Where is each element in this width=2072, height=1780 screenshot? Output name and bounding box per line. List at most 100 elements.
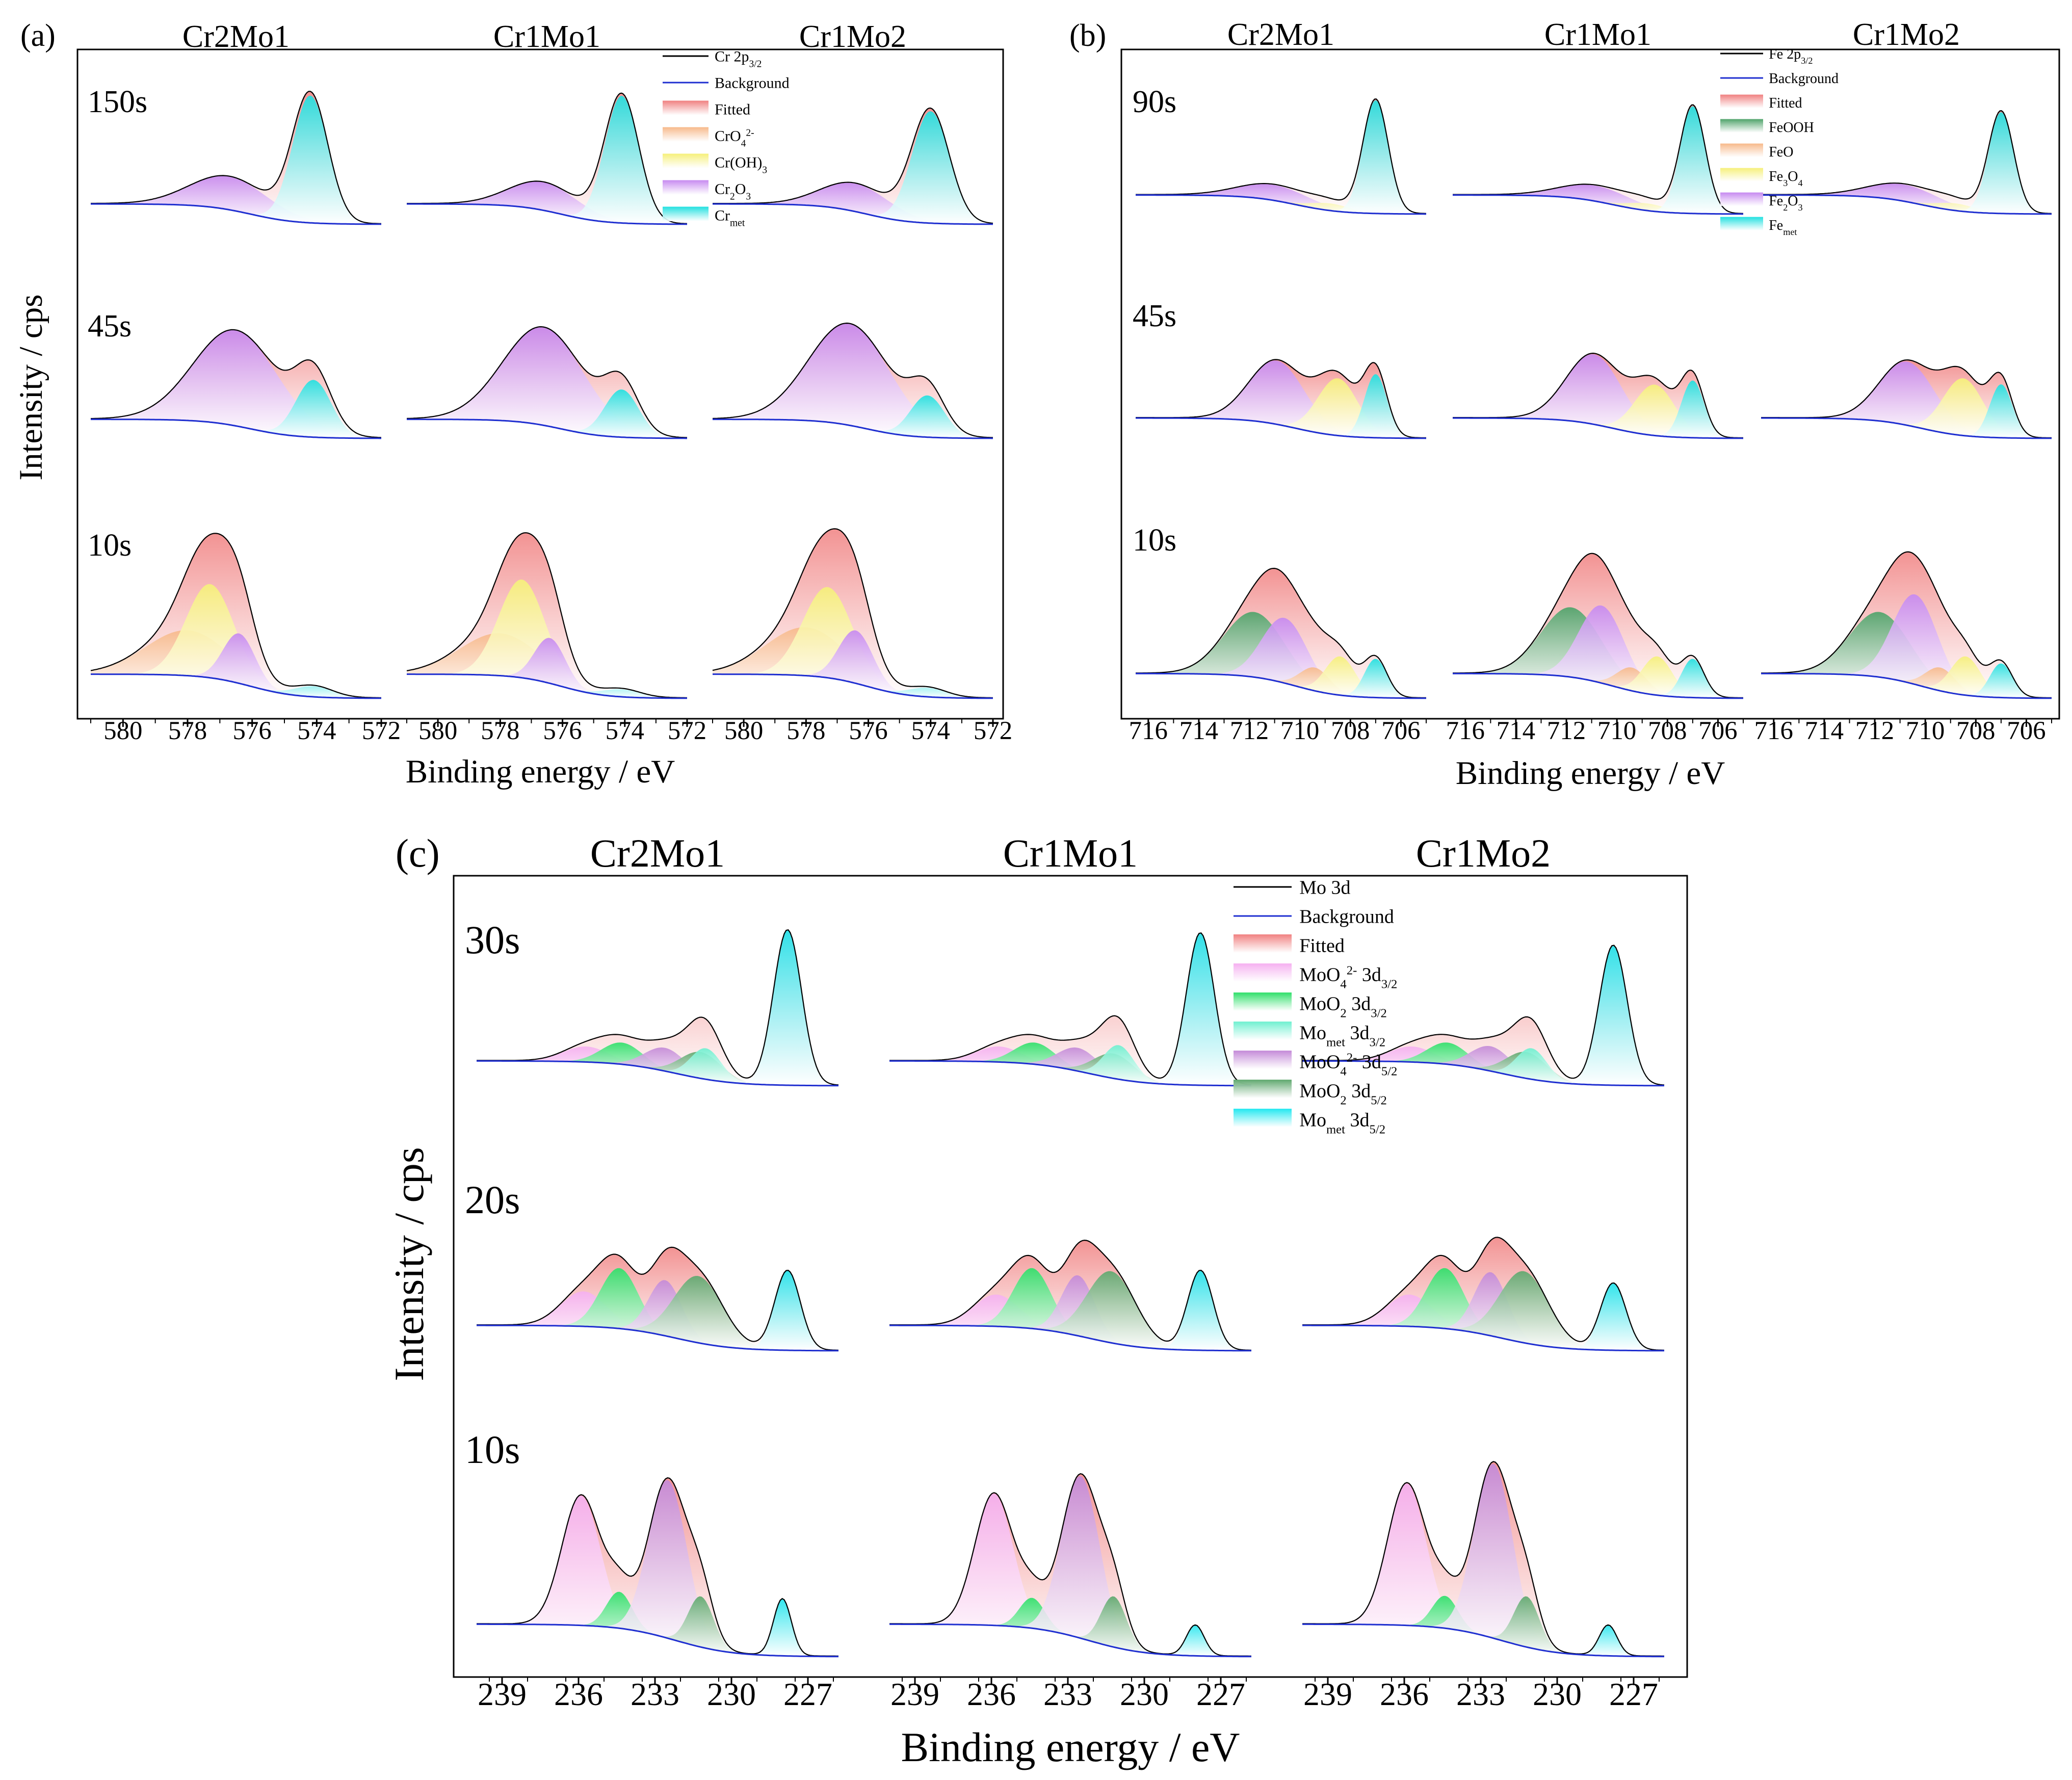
spectrum [406,532,687,699]
sample-header: Cr1Mo1 [493,19,600,54]
sample-header: Cr1Mo2 [1416,831,1551,875]
component-peak [1136,617,1426,698]
legend-swatch [1720,119,1763,133]
spectrum [1453,352,1744,439]
legend-label: MoO2 3d5/2 [1299,1080,1387,1107]
sample-header: Cr2Mo1 [1227,17,1334,52]
component-peak [91,176,381,224]
spectrum [91,91,382,225]
component-peak [1453,656,1743,698]
component-peak [1761,384,2052,438]
panel-label: (b) [1069,18,1106,53]
legend-swatch [1720,143,1763,158]
time-label: 90s [1133,85,1176,119]
panel-label: (c) [396,831,440,875]
legend-label: Femet [1769,218,1797,237]
legend-label: MoO42- 3d3/2 [1299,963,1397,991]
x-tick-label: 230 [1120,1676,1169,1712]
component-peak [889,1271,1251,1351]
component-peak [889,1275,1251,1351]
spectrum [1302,945,1665,1087]
x-tick-label: 236 [1380,1676,1429,1712]
legend-swatch [1234,1051,1292,1069]
component-peak [1136,184,1426,214]
background-line [91,203,382,225]
legend-label: Background [1769,71,1839,87]
spectrum [1302,1237,1665,1352]
background-line [1136,672,1426,699]
background-line [1453,417,1744,439]
background-line [713,203,993,225]
legend-label: FeO [1769,144,1793,160]
legend-label: Fe 2p3/2 [1769,46,1813,66]
component-peak [713,630,993,698]
background-line [477,1324,838,1352]
component-peak [1136,656,1426,698]
component-peak [91,330,381,438]
raw-data-line [477,1246,839,1351]
spectrum [477,1246,839,1352]
raw-data-line [1136,98,1427,214]
background-line [713,673,993,699]
spectrum [477,929,839,1087]
component-peak [1302,1463,1664,1657]
raw-data-line [1453,553,1743,698]
component-peak [1761,378,2052,438]
component-peak [1453,605,1743,698]
component-peak [713,111,993,224]
legend-label: Momet 3d5/2 [1299,1109,1385,1136]
component-peak [1302,946,1664,1086]
y-axis-label: Intensity / cps [386,1147,432,1381]
spectrum [1761,110,2052,215]
background-line [1761,672,2052,699]
legend-swatch [1234,992,1292,1011]
x-tick-label: 227 [1196,1676,1245,1712]
raw-data-line [477,1477,838,1657]
raw-data-line [91,329,382,438]
component-peak [889,1046,1251,1086]
raw-data-line [406,326,688,438]
component-peak [1302,1046,1664,1086]
component-peak [1302,1284,1664,1351]
spectrum [1136,98,1427,215]
component-peak [889,933,1251,1086]
sample-header: Cr1Mo1 [1003,831,1138,875]
component-peak [889,1476,1251,1657]
legend-swatch [1720,217,1763,231]
legend-label: Fitted [715,101,750,118]
background-line [407,418,687,439]
time-label: 10s [1133,523,1176,558]
background-line [477,1060,838,1087]
component-peak [1761,594,2052,698]
raw-data-line [90,533,381,698]
spectrum [407,92,688,225]
x-axis-label: Binding energy / eV [1456,755,1725,792]
sample-header: Cr2Mo1 [590,831,725,875]
background-line [1302,1324,1664,1352]
x-tick-label: 236 [554,1676,603,1712]
raw-data-line [1761,551,2052,698]
component-peak [91,633,381,698]
component-peak [407,638,687,698]
raw-data-line [1136,567,1426,698]
raw-data-line [1453,104,1744,214]
component-peak [407,674,687,698]
spectrum [1761,359,2052,439]
time-label: 45s [1133,299,1176,333]
spectrum [712,322,993,439]
raw-data-line [889,932,1252,1086]
raw-data-line [1302,1461,1664,1657]
legend: Cr 2p3/2 Background Fitted CrO42- Cr(OH)3 Cr2… [663,48,790,228]
time-label: 30s [465,918,520,962]
raw-data-line [406,532,687,698]
component-peak [477,930,838,1086]
time-label: 20s [465,1177,520,1222]
spectrum [1136,359,1427,439]
background-line [889,1324,1251,1352]
component-peak [1453,354,1743,438]
sample-header: Cr2Mo1 [182,19,290,54]
legend-label: Momet 3d3/2 [1299,1022,1385,1049]
component-peak [1761,112,2052,214]
